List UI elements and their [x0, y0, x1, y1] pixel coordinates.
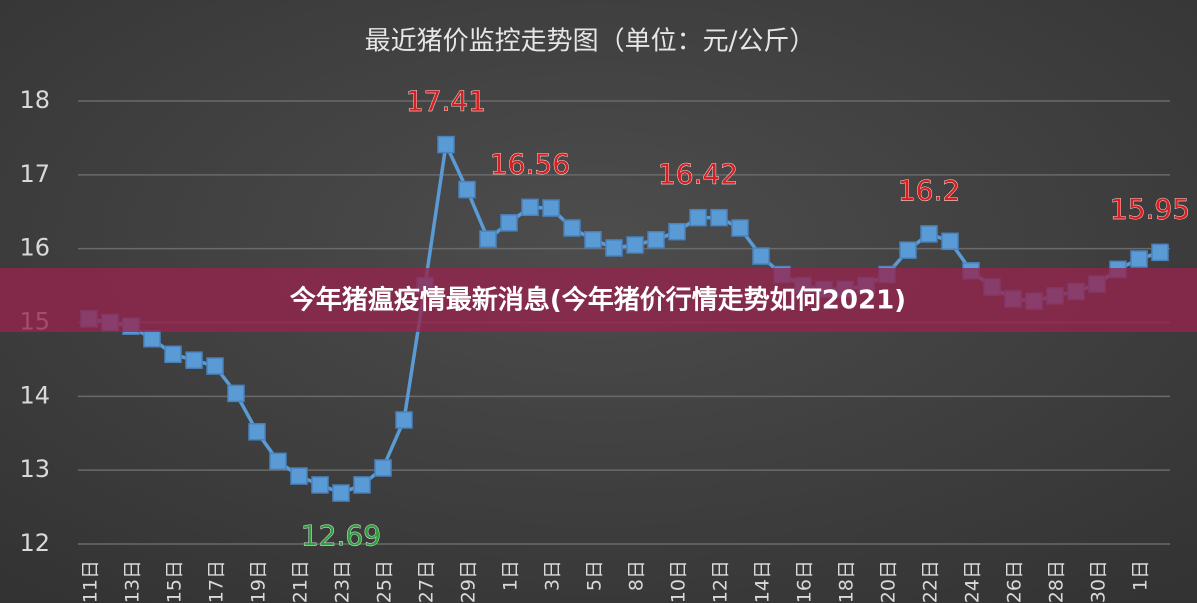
x-tick-label: 27日	[416, 560, 438, 603]
x-tick-label: 24日	[962, 560, 984, 603]
x-tick-label: 30日	[1088, 560, 1110, 603]
value-label: 16.56	[490, 147, 570, 180]
marker	[521, 198, 539, 217]
marker	[164, 345, 182, 363]
x-tick-label: 12日	[710, 560, 732, 603]
x-tick-label: 1日	[1130, 560, 1152, 591]
marker	[563, 219, 581, 237]
y-tick-label: 14	[19, 381, 50, 409]
marker	[1130, 250, 1148, 268]
marker	[920, 225, 938, 243]
x-tick-label: 5日	[584, 560, 606, 591]
value-label: 15.95	[1110, 192, 1190, 225]
marker	[290, 467, 308, 485]
x-tick-label: 1日	[500, 560, 522, 591]
x-tick-label: 22日	[920, 560, 942, 603]
marker	[227, 384, 245, 403]
marker	[206, 357, 224, 375]
y-tick-label: 13	[19, 455, 50, 483]
marker	[752, 247, 770, 265]
marker	[1151, 243, 1169, 262]
marker	[500, 214, 518, 232]
y-tick-label: 12	[19, 529, 50, 557]
marker	[185, 351, 203, 369]
marker	[647, 231, 665, 249]
marker	[437, 135, 455, 154]
y-tick-label: 18	[19, 86, 50, 114]
y-tick-label: 16	[19, 234, 50, 262]
marker	[689, 208, 707, 227]
marker	[626, 236, 644, 254]
value-label: 17.41	[406, 85, 486, 118]
banner-text: 今年猪瘟疫情最新消息(今年猪价行情走势如何2021)	[290, 285, 906, 316]
marker	[269, 452, 287, 471]
marker	[479, 230, 497, 248]
x-tick-label: 8日	[626, 560, 648, 591]
x-tick-label: 25日	[374, 560, 396, 603]
value-label: 16.2	[898, 174, 960, 207]
x-tick-label: 13日	[122, 560, 144, 603]
marker	[332, 484, 350, 502]
marker	[143, 329, 161, 348]
marker	[311, 476, 329, 494]
x-tick-label: 20日	[878, 560, 900, 603]
x-tick-label: 15日	[164, 560, 186, 603]
value-label: 12.69	[301, 519, 381, 552]
marker	[374, 459, 392, 477]
x-tick-label: 3日	[542, 560, 564, 591]
x-tick-label: 16日	[794, 560, 816, 603]
marker	[584, 231, 602, 249]
marker	[248, 423, 266, 441]
marker	[353, 476, 371, 494]
marker	[542, 199, 560, 217]
x-tick-label: 18日	[836, 560, 858, 603]
marker	[710, 208, 728, 227]
value-label: 16.42	[658, 158, 738, 191]
x-tick-label: 14日	[752, 560, 774, 603]
marker	[458, 180, 476, 199]
marker	[899, 241, 917, 259]
x-tick-label: 29日	[458, 560, 480, 603]
marker	[605, 239, 623, 257]
x-tick-label: 26日	[1004, 560, 1026, 603]
x-tick-label: 23日	[332, 560, 354, 603]
chart-title: 最近猪价监控走势图（单位：元/公斤）	[365, 27, 816, 57]
marker	[731, 219, 749, 237]
x-tick-label: 17日	[206, 560, 228, 603]
marker	[668, 222, 686, 241]
x-tick-label: 10日	[668, 560, 690, 603]
marker	[941, 232, 959, 251]
marker	[395, 411, 413, 429]
x-tick-label: 28日	[1046, 560, 1068, 603]
x-tick-label: 11日	[80, 560, 102, 603]
banner-band	[0, 268, 1197, 332]
y-tick-label: 17	[19, 160, 50, 188]
x-tick-label: 21日	[290, 560, 312, 603]
x-tick-label: 19日	[248, 560, 270, 603]
